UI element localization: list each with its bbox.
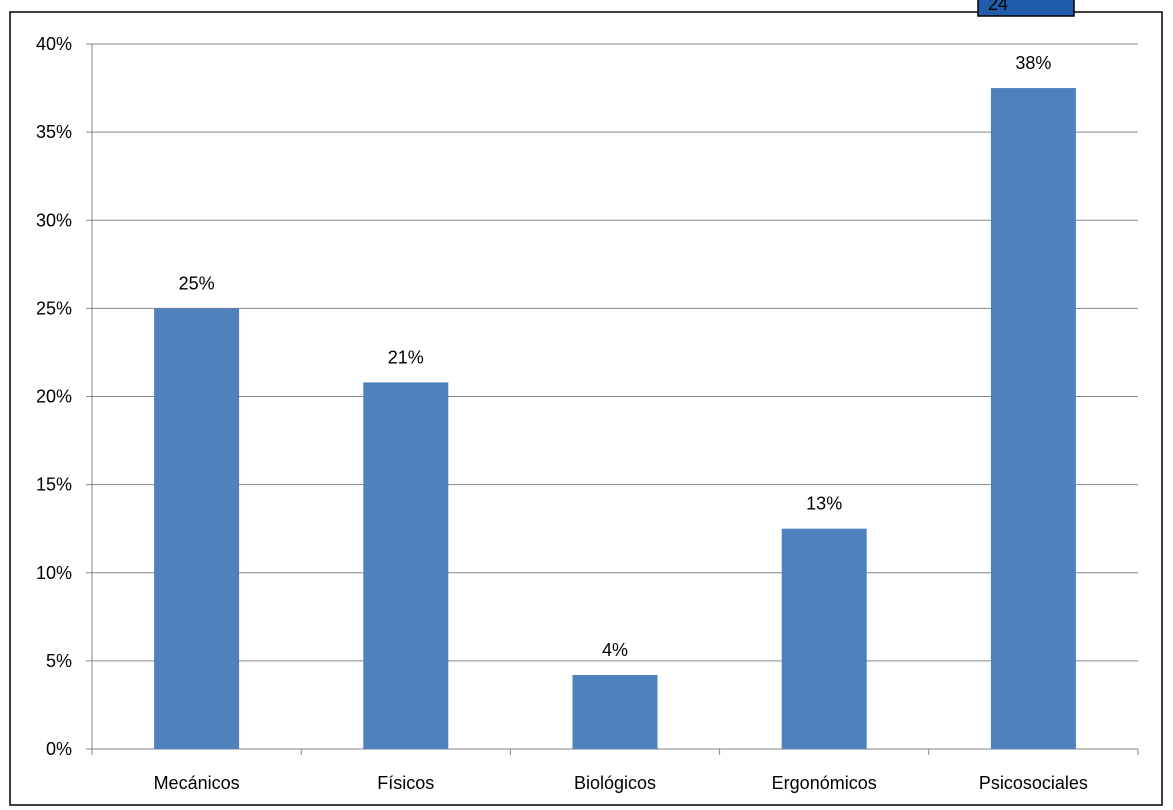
bar (781, 528, 867, 749)
y-tick-label: 40% (36, 34, 72, 54)
bar (572, 674, 658, 749)
y-tick-label: 30% (36, 210, 72, 230)
bar (154, 308, 240, 749)
page-number-badge: 24 (977, 0, 1075, 17)
page-number: 24 (988, 0, 1008, 14)
gridlines (92, 43, 1138, 662)
data-label: 38% (1015, 53, 1051, 73)
data-label: 13% (806, 494, 842, 514)
y-tick-label: 10% (36, 563, 72, 583)
y-tick-label: 15% (36, 475, 72, 495)
data-label: 21% (388, 347, 424, 367)
bar (363, 382, 449, 749)
y-tick-label: 5% (46, 651, 72, 671)
x-tick-label: Físicos (377, 773, 434, 793)
y-tick-label: 25% (36, 298, 72, 318)
data-label: 25% (179, 273, 215, 293)
y-tick-label: 20% (36, 387, 72, 407)
x-tick-label: Ergonómicos (772, 773, 877, 793)
bar (990, 88, 1076, 749)
x-tick-label: Mecánicos (154, 773, 240, 793)
bars (154, 88, 1076, 749)
data-label: 4% (602, 640, 628, 660)
x-tick-label: Psicosociales (979, 773, 1088, 793)
page-number-box (977, 0, 1075, 17)
y-tick-label: 35% (36, 122, 72, 142)
y-tick-label: 0% (46, 739, 72, 759)
labels: 0% 5% 10% 15% 20% 25% 30% 35% 40% 25% Mecánicos 21%… (36, 34, 1088, 793)
x-tick-label: Biológicos (574, 773, 656, 793)
